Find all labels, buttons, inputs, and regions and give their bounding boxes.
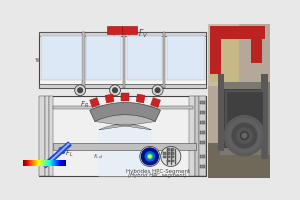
Bar: [200, 121, 205, 124]
Circle shape: [155, 88, 160, 93]
Bar: [200, 111, 205, 114]
Circle shape: [148, 154, 152, 159]
Polygon shape: [90, 98, 100, 107]
Text: $F_L$: $F_L$: [64, 149, 73, 159]
Bar: [45, 96, 49, 176]
Bar: [200, 101, 205, 104]
Bar: [53, 106, 193, 109]
Circle shape: [227, 119, 262, 153]
Circle shape: [232, 123, 257, 148]
Circle shape: [145, 152, 154, 161]
Bar: [164, 152, 166, 155]
Bar: [250, 39, 262, 62]
Bar: [86, 36, 121, 80]
Bar: [163, 32, 165, 88]
Bar: [53, 143, 196, 150]
Circle shape: [78, 88, 82, 93]
Bar: [171, 148, 173, 151]
Bar: [164, 156, 166, 158]
Bar: [122, 26, 137, 34]
Circle shape: [75, 85, 86, 96]
Bar: [208, 143, 270, 178]
Circle shape: [237, 128, 252, 143]
Bar: [210, 26, 266, 39]
Bar: [167, 156, 169, 158]
Bar: [195, 96, 200, 176]
Bar: [200, 131, 205, 134]
Bar: [226, 92, 263, 142]
Bar: [208, 24, 239, 86]
Bar: [167, 152, 169, 155]
Bar: [39, 96, 206, 176]
Text: $F_V$: $F_V$: [138, 27, 148, 40]
Circle shape: [224, 116, 265, 156]
Bar: [210, 39, 221, 74]
Text: $F_R$: $F_R$: [80, 100, 89, 110]
Circle shape: [113, 88, 117, 93]
Polygon shape: [90, 103, 160, 121]
Bar: [40, 36, 82, 80]
Bar: [210, 39, 239, 82]
Circle shape: [161, 146, 181, 166]
Circle shape: [149, 155, 151, 158]
Bar: [171, 160, 173, 162]
Bar: [200, 165, 205, 168]
Bar: [82, 32, 85, 88]
Bar: [39, 84, 206, 88]
Circle shape: [110, 85, 120, 96]
Polygon shape: [136, 94, 145, 103]
Polygon shape: [105, 94, 114, 103]
Bar: [218, 74, 224, 151]
Bar: [123, 32, 125, 88]
Circle shape: [140, 146, 160, 166]
Bar: [171, 156, 173, 158]
Text: el: el: [36, 56, 41, 61]
Bar: [189, 96, 195, 176]
Bar: [39, 96, 45, 176]
Circle shape: [241, 132, 248, 140]
Bar: [224, 89, 266, 147]
Bar: [167, 148, 169, 151]
Circle shape: [141, 148, 158, 165]
Bar: [49, 96, 53, 176]
Bar: [200, 155, 205, 158]
Circle shape: [152, 85, 163, 96]
Bar: [167, 160, 169, 162]
Bar: [107, 26, 122, 34]
Bar: [39, 32, 206, 36]
Bar: [171, 152, 173, 155]
Polygon shape: [95, 115, 155, 130]
Text: Hybrides HPC-Segment: Hybrides HPC-Segment: [126, 169, 190, 174]
Polygon shape: [121, 93, 129, 101]
Bar: [167, 36, 205, 80]
Bar: [220, 82, 270, 155]
Polygon shape: [151, 98, 160, 107]
Bar: [39, 32, 206, 88]
Bar: [261, 74, 268, 159]
Bar: [208, 24, 270, 178]
Bar: [127, 36, 161, 80]
Bar: [200, 96, 206, 176]
Bar: [200, 141, 205, 144]
Text: $f_{i,d}$: $f_{i,d}$: [93, 153, 104, 161]
Polygon shape: [99, 124, 151, 176]
Text: (Hybrid HPC segment): (Hybrid HPC segment): [128, 173, 187, 178]
Circle shape: [242, 133, 247, 138]
